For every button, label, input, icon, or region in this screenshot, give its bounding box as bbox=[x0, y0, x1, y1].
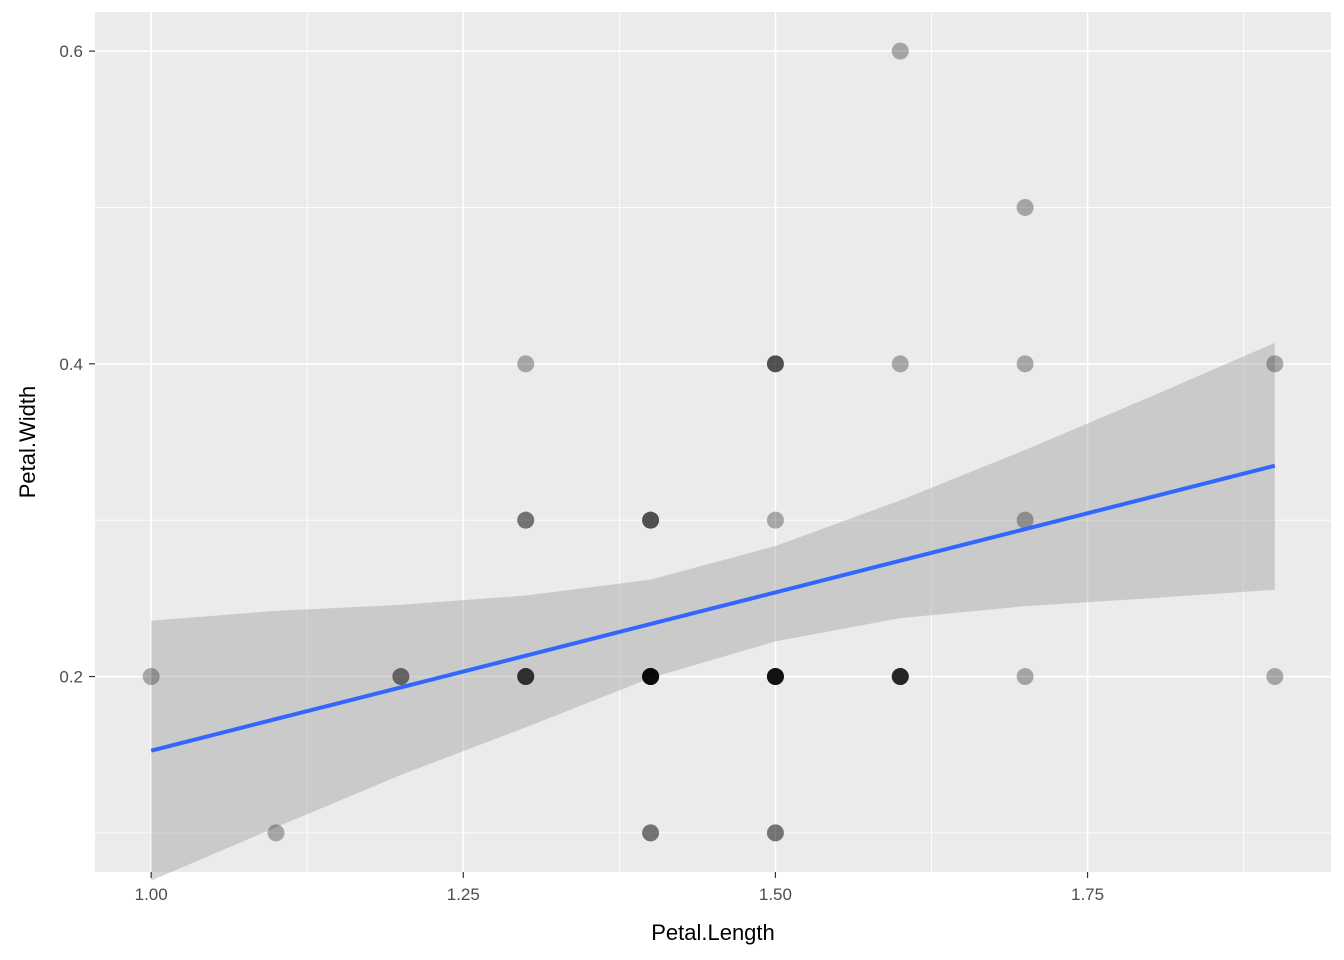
data-point bbox=[766, 668, 784, 686]
data-point bbox=[517, 511, 535, 529]
data-point bbox=[766, 668, 784, 686]
y-axis-title: Petal.Width bbox=[15, 386, 40, 499]
x-axis-ticks: 1.00 1.25 1.50 1.75 bbox=[135, 872, 1104, 904]
data-point bbox=[891, 668, 909, 686]
data-point bbox=[642, 668, 660, 686]
data-points bbox=[142, 42, 1284, 842]
minor-gridlines bbox=[95, 12, 1331, 872]
plot-panel bbox=[95, 12, 1331, 872]
data-point bbox=[642, 511, 660, 529]
data-point bbox=[517, 668, 535, 686]
data-point bbox=[642, 668, 660, 686]
x-tick-label: 1.50 bbox=[759, 885, 792, 904]
data-point bbox=[392, 668, 410, 686]
data-point bbox=[766, 824, 784, 842]
regression-line bbox=[150, 463, 1276, 753]
data-point bbox=[517, 511, 535, 529]
data-point bbox=[1016, 198, 1034, 216]
data-point bbox=[891, 668, 909, 686]
data-point bbox=[642, 511, 660, 529]
data-point bbox=[1016, 668, 1034, 686]
data-point bbox=[642, 511, 660, 529]
y-tick-label: 0.6 bbox=[59, 42, 83, 61]
data-point bbox=[891, 668, 909, 686]
data-point bbox=[642, 824, 660, 842]
confidence-band bbox=[151, 342, 1275, 881]
data-point bbox=[1266, 668, 1284, 686]
data-point bbox=[142, 668, 160, 686]
data-point bbox=[517, 668, 535, 686]
data-point bbox=[766, 668, 784, 686]
data-point bbox=[766, 824, 784, 842]
data-point bbox=[1016, 511, 1034, 529]
data-point bbox=[766, 668, 784, 686]
x-axis-title: Petal.Length bbox=[651, 920, 775, 945]
data-point bbox=[891, 668, 909, 686]
data-point bbox=[642, 824, 660, 842]
data-point bbox=[766, 355, 784, 373]
data-point bbox=[642, 668, 660, 686]
data-point bbox=[766, 355, 784, 373]
y-tick-label: 0.4 bbox=[59, 355, 83, 374]
data-point bbox=[267, 824, 285, 842]
y-tick-label: 0.2 bbox=[59, 668, 83, 687]
data-point bbox=[642, 668, 660, 686]
data-point bbox=[517, 355, 535, 373]
x-tick-label: 1.25 bbox=[447, 885, 480, 904]
y-axis-ticks: 0.2 0.4 0.6 bbox=[59, 42, 95, 687]
data-point bbox=[891, 668, 909, 686]
data-point bbox=[642, 668, 660, 686]
data-point bbox=[517, 668, 535, 686]
data-point bbox=[891, 355, 909, 373]
data-point bbox=[766, 668, 784, 686]
x-tick-label: 1.75 bbox=[1071, 885, 1104, 904]
data-point bbox=[766, 511, 784, 529]
data-point bbox=[766, 668, 784, 686]
data-point bbox=[1266, 355, 1284, 373]
data-point bbox=[392, 668, 410, 686]
data-point bbox=[642, 668, 660, 686]
data-point bbox=[891, 42, 909, 60]
data-point bbox=[642, 668, 660, 686]
x-tick-label: 1.00 bbox=[135, 885, 168, 904]
data-point bbox=[1016, 355, 1034, 373]
data-point bbox=[517, 668, 535, 686]
major-gridlines bbox=[95, 12, 1331, 872]
data-point bbox=[766, 668, 784, 686]
data-point bbox=[642, 668, 660, 686]
data-point bbox=[766, 355, 784, 373]
